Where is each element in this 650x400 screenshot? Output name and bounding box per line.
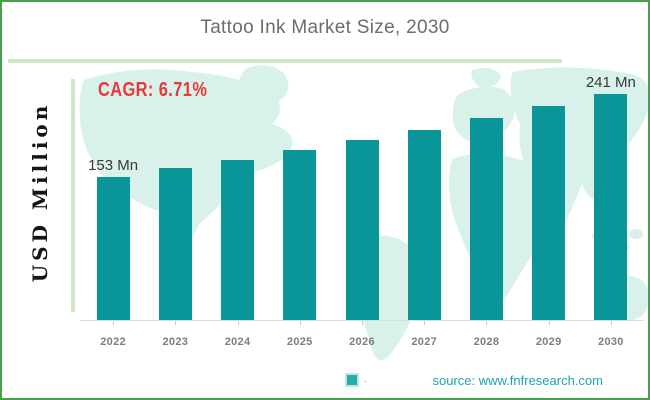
bar-2026 <box>345 140 379 320</box>
x-axis-tick <box>237 321 239 325</box>
bar-2025 <box>283 150 317 320</box>
legend-label: . <box>364 374 367 385</box>
x-tick-label-2022: 2022 <box>100 336 126 348</box>
x-tick-label-2030: 2030 <box>598 336 624 348</box>
x-axis-tick <box>610 321 612 325</box>
y-axis-title: USD Million <box>28 101 52 283</box>
x-tick-label-2029: 2029 <box>535 336 562 348</box>
x-tick-label-2023: 2023 <box>162 336 189 348</box>
x-tick-label-2028: 2028 <box>473 336 500 348</box>
value-label-2030: 241 Mn <box>585 74 636 91</box>
x-axis-tick <box>113 321 115 325</box>
legend: . <box>345 373 367 387</box>
x-tick-label-2027: 2027 <box>411 336 438 348</box>
title-separator-line <box>8 59 562 63</box>
source-link[interactable]: source: www.fnfresearch.com <box>432 373 603 388</box>
x-axis-tick <box>175 321 177 325</box>
bar-2030 <box>594 94 628 320</box>
x-axis-tick <box>548 321 550 325</box>
legend-marker-icon <box>345 373 359 387</box>
bar-2029 <box>532 106 566 320</box>
bar-2022 <box>96 177 130 320</box>
x-tick-label-2026: 2026 <box>349 336 375 348</box>
bar-2024 <box>221 160 255 320</box>
x-tick-label-2024: 2024 <box>224 336 251 348</box>
x-axis-tick <box>486 321 488 325</box>
x-axis-tick <box>299 321 301 325</box>
bar-2027 <box>407 130 441 320</box>
y-axis-line <box>71 79 75 312</box>
bar-2028 <box>469 118 503 320</box>
x-axis-line <box>80 320 644 321</box>
value-label-2022: 153 Mn <box>88 157 139 174</box>
cagr-label: CAGR: 6.71% <box>98 79 208 101</box>
x-axis-tick <box>424 321 426 325</box>
x-tick-label-2025: 2025 <box>286 336 313 348</box>
chart-title: Tattoo Ink Market Size, 2030 <box>200 17 450 38</box>
bar-2023 <box>158 168 192 320</box>
x-axis-tick <box>362 321 363 325</box>
